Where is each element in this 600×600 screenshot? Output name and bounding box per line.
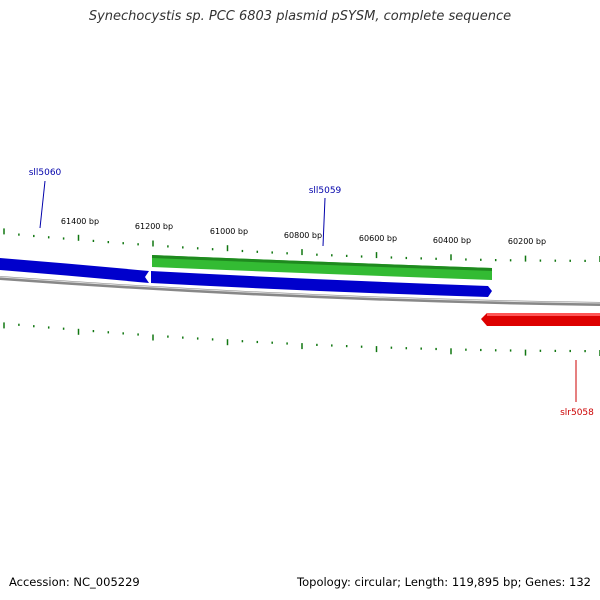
gene-arrow-slr5058-highlight (487, 313, 600, 316)
gene-label-slr5058[interactable]: slr5058 (560, 408, 594, 418)
length-value: 119,895 bp; (451, 575, 522, 589)
topology-value: circular; (354, 575, 401, 589)
tick-label: 61400 bp (61, 217, 99, 226)
tick-label: 60200 bp (508, 237, 546, 246)
genes-label: Genes: (525, 575, 566, 589)
leader-line-sll5060 (39, 180, 46, 229)
backbone-highlight (0, 276, 600, 304)
accession-label: Accession: (9, 575, 70, 589)
topology-label: Topology: (297, 575, 351, 589)
tick-label: 60800 bp (284, 231, 322, 240)
tick-label: 60400 bp (433, 236, 471, 245)
map-title: Synechocystis sp. PCC 6803 plasmid pSYSM… (88, 9, 512, 24)
sequence-summary: Topology: circular; Length: 119,895 bp; … (297, 575, 591, 589)
gene-label-sll5060[interactable]: sll5060 (29, 168, 62, 178)
tick-label: 61200 bp (135, 222, 173, 231)
gene-arrow-sll5059-alt-shade (152, 255, 492, 271)
genes-count: 132 (569, 575, 591, 589)
accession-value: NC_005229 (73, 575, 140, 589)
gene-arrow-sll5060[interactable] (0, 258, 149, 283)
gene-label-sll5059[interactable]: sll5059 (309, 186, 342, 196)
backbone-line (0, 276, 600, 306)
leader-line-sll5059 (322, 197, 326, 247)
accession-info: Accession: NC_005229 (9, 575, 140, 589)
length-label: Length: (404, 575, 449, 589)
inner-tick-track (3, 322, 600, 356)
gene-arrow-sll5059[interactable] (151, 271, 492, 297)
tick-label: 61000 bp (210, 227, 248, 236)
outer-tick-track (3, 228, 600, 262)
tick-label: 60600 bp (359, 234, 397, 243)
gene-arrow-slr5058[interactable] (481, 313, 600, 326)
